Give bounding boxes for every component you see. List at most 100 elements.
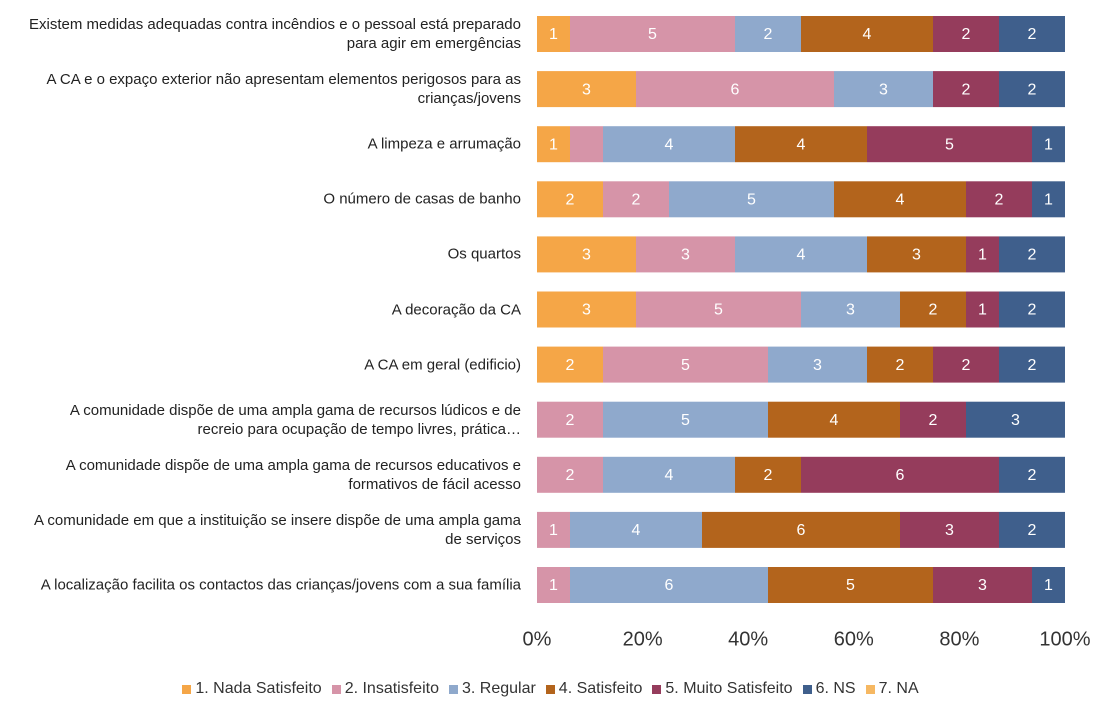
data-label: 5 xyxy=(681,357,690,374)
bar-segment xyxy=(537,346,603,383)
data-label: 4 xyxy=(665,136,674,153)
data-label: 1 xyxy=(549,136,558,153)
legend-item: 2. Insatisfeito xyxy=(331,680,439,698)
bar-segment xyxy=(636,291,801,328)
data-label: 2 xyxy=(929,302,938,319)
data-label: 1 xyxy=(978,302,987,319)
bar-segment xyxy=(966,181,1032,218)
legend-label: 5. Muito Satisfeito xyxy=(665,680,793,697)
bar-segment xyxy=(537,567,570,603)
bar-segment xyxy=(603,456,735,493)
legend-swatch xyxy=(182,684,192,694)
legend-item: 6. NS xyxy=(802,680,856,698)
data-label: 3 xyxy=(813,357,822,374)
x-tick-label: 20% xyxy=(623,628,663,650)
legend-swatch xyxy=(652,684,662,694)
bar-segment xyxy=(867,236,966,273)
x-tick-label: 0% xyxy=(523,628,552,650)
data-label: 4 xyxy=(863,26,872,43)
legend-label: 2. Insatisfeito xyxy=(344,680,439,697)
legend-item: 7. NA xyxy=(865,680,919,698)
category-label: Existem medidas adequadas contra incêndi… xyxy=(29,16,521,52)
data-label: 2 xyxy=(962,81,971,98)
legend-label: 3. Regular xyxy=(461,680,536,697)
bar-segment xyxy=(735,236,867,273)
legend-label: 6. NS xyxy=(815,680,856,697)
bar-segment xyxy=(999,236,1065,273)
data-label: 2 xyxy=(896,357,905,374)
bar-segment xyxy=(702,511,900,548)
data-label: 5 xyxy=(747,192,756,209)
category-label: A comunidade dispõe de uma ampla gama de… xyxy=(65,456,521,493)
bar-segment xyxy=(999,291,1065,328)
bar-segment xyxy=(900,291,966,328)
bar-segment xyxy=(537,291,636,328)
legend-label: 4. Satisfeito xyxy=(558,680,643,697)
legend-swatch xyxy=(865,684,875,694)
legend-swatch xyxy=(331,684,341,694)
data-label: 1 xyxy=(1044,192,1053,209)
legend-swatch xyxy=(802,684,812,694)
bar-segment xyxy=(1032,567,1065,603)
data-label: 4 xyxy=(830,412,839,429)
bar-segment xyxy=(570,126,603,163)
data-label: 2 xyxy=(1028,467,1037,484)
data-label: 3 xyxy=(846,302,855,319)
data-label: 4 xyxy=(665,467,674,484)
bar-segment xyxy=(603,401,768,438)
data-label: 1 xyxy=(1044,577,1053,594)
data-label: 2 xyxy=(1028,247,1037,264)
bar-segment xyxy=(1032,126,1065,163)
bar-segment xyxy=(933,346,999,383)
bar-segment xyxy=(867,126,1032,163)
bar-segment xyxy=(768,567,933,603)
data-label: 1 xyxy=(549,522,558,539)
bar-segment xyxy=(867,346,933,383)
category-label: A decoração da CA xyxy=(391,301,521,318)
bar-segment xyxy=(999,456,1065,493)
bar-segment xyxy=(735,16,801,52)
data-label: 2 xyxy=(962,26,971,43)
bar-segment xyxy=(933,567,1032,603)
legend-item: 4. Satisfeito xyxy=(545,680,643,698)
bar-segment xyxy=(999,346,1065,383)
bar-segment xyxy=(537,16,570,52)
bar-segment xyxy=(603,181,669,218)
data-label: 4 xyxy=(632,522,641,539)
data-label: 2 xyxy=(1028,81,1037,98)
data-label: 2 xyxy=(566,467,575,484)
category-label: A localização facilita os contactos das … xyxy=(40,576,521,594)
legend-item: 3. Regular xyxy=(448,680,536,698)
data-label: 2 xyxy=(995,192,1004,209)
data-label: 3 xyxy=(912,247,921,264)
x-tick-label: 100% xyxy=(1039,628,1090,650)
bar-segment xyxy=(636,71,834,108)
data-label: 2 xyxy=(929,412,938,429)
bar-segment xyxy=(1032,181,1065,218)
bar-segment xyxy=(537,511,570,548)
bar-segment xyxy=(768,401,900,438)
data-label: 4 xyxy=(896,192,905,209)
data-label: 2 xyxy=(1028,522,1037,539)
category-label: Os quartos xyxy=(447,245,521,263)
data-label: 3 xyxy=(879,81,888,98)
bar-segment xyxy=(669,181,834,218)
bar-segment xyxy=(537,71,636,108)
data-label: 5 xyxy=(945,136,954,153)
category-label: A comunidade em que a instituição se ins… xyxy=(34,511,521,548)
data-label: 4 xyxy=(797,136,806,153)
data-label: 5 xyxy=(681,412,690,429)
bar-segment xyxy=(834,71,933,108)
data-label: 2 xyxy=(1028,26,1037,43)
bar-segment xyxy=(735,456,801,493)
bar-segment xyxy=(933,71,999,108)
bar-segment xyxy=(636,236,735,273)
data-label: 3 xyxy=(582,247,591,264)
category-label: A CA em geral (edificio) xyxy=(364,356,521,374)
bar-segment xyxy=(999,16,1065,52)
x-tick-label: 80% xyxy=(939,628,979,650)
data-label: 3 xyxy=(945,522,954,539)
bar-segment xyxy=(768,346,867,383)
data-label: 2 xyxy=(1028,302,1037,319)
bar-segment xyxy=(537,181,603,218)
